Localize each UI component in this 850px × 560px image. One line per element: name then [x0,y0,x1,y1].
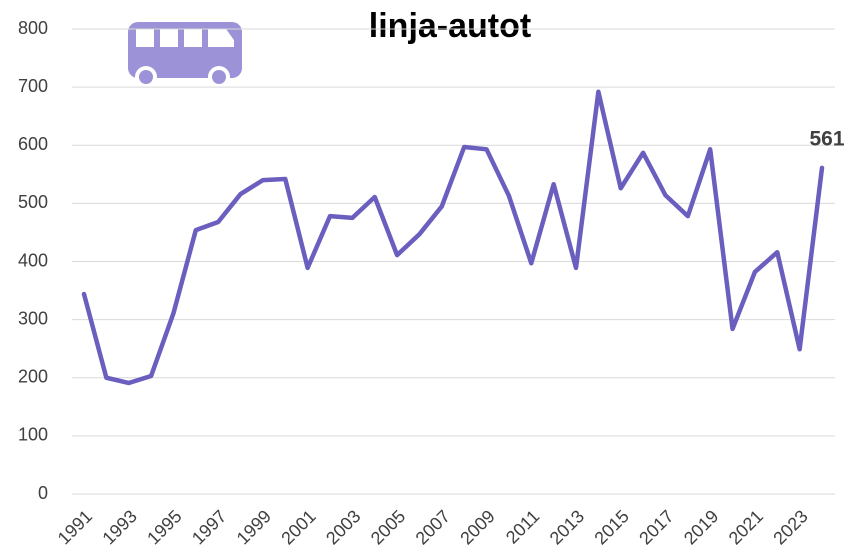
x-tick-label: 2017 [635,506,677,548]
y-tick-label: 100 [18,425,48,445]
x-tick-label: 2015 [590,506,632,548]
x-tick-label: 2009 [456,506,498,548]
y-tick-label: 0 [38,483,48,503]
y-tick-label: 200 [18,367,48,387]
chart-title: linja-autot [369,7,531,45]
x-tick-label: 2001 [277,506,319,548]
x-tick-label: 2023 [769,506,811,548]
x-tick-label: 2019 [680,506,722,548]
bus-icon [128,22,242,88]
data-label: 561 [809,127,844,150]
x-tick-label: 1995 [143,506,185,548]
x-tick-label: 2021 [725,506,767,548]
x-tick-label: 1991 [54,506,96,548]
y-tick-label: 500 [18,192,48,212]
x-tick-label: 2013 [546,506,588,548]
x-tick-label: 2003 [322,506,364,548]
y-tick-label: 800 [18,18,48,38]
x-tick-label: 1997 [188,506,230,548]
x-tick-label: 1999 [233,506,275,548]
line [81,89,825,386]
x-tick-label: 2007 [412,506,454,548]
y-tick-label: 600 [18,134,48,154]
x-tick-label: 1993 [98,506,140,548]
y-tick-label: 700 [18,76,48,96]
y-tick-label: 400 [18,250,48,270]
y-tick-label: 300 [18,308,48,328]
x-tick-label: 2011 [502,506,544,548]
x-tick-label: 2005 [367,506,409,548]
